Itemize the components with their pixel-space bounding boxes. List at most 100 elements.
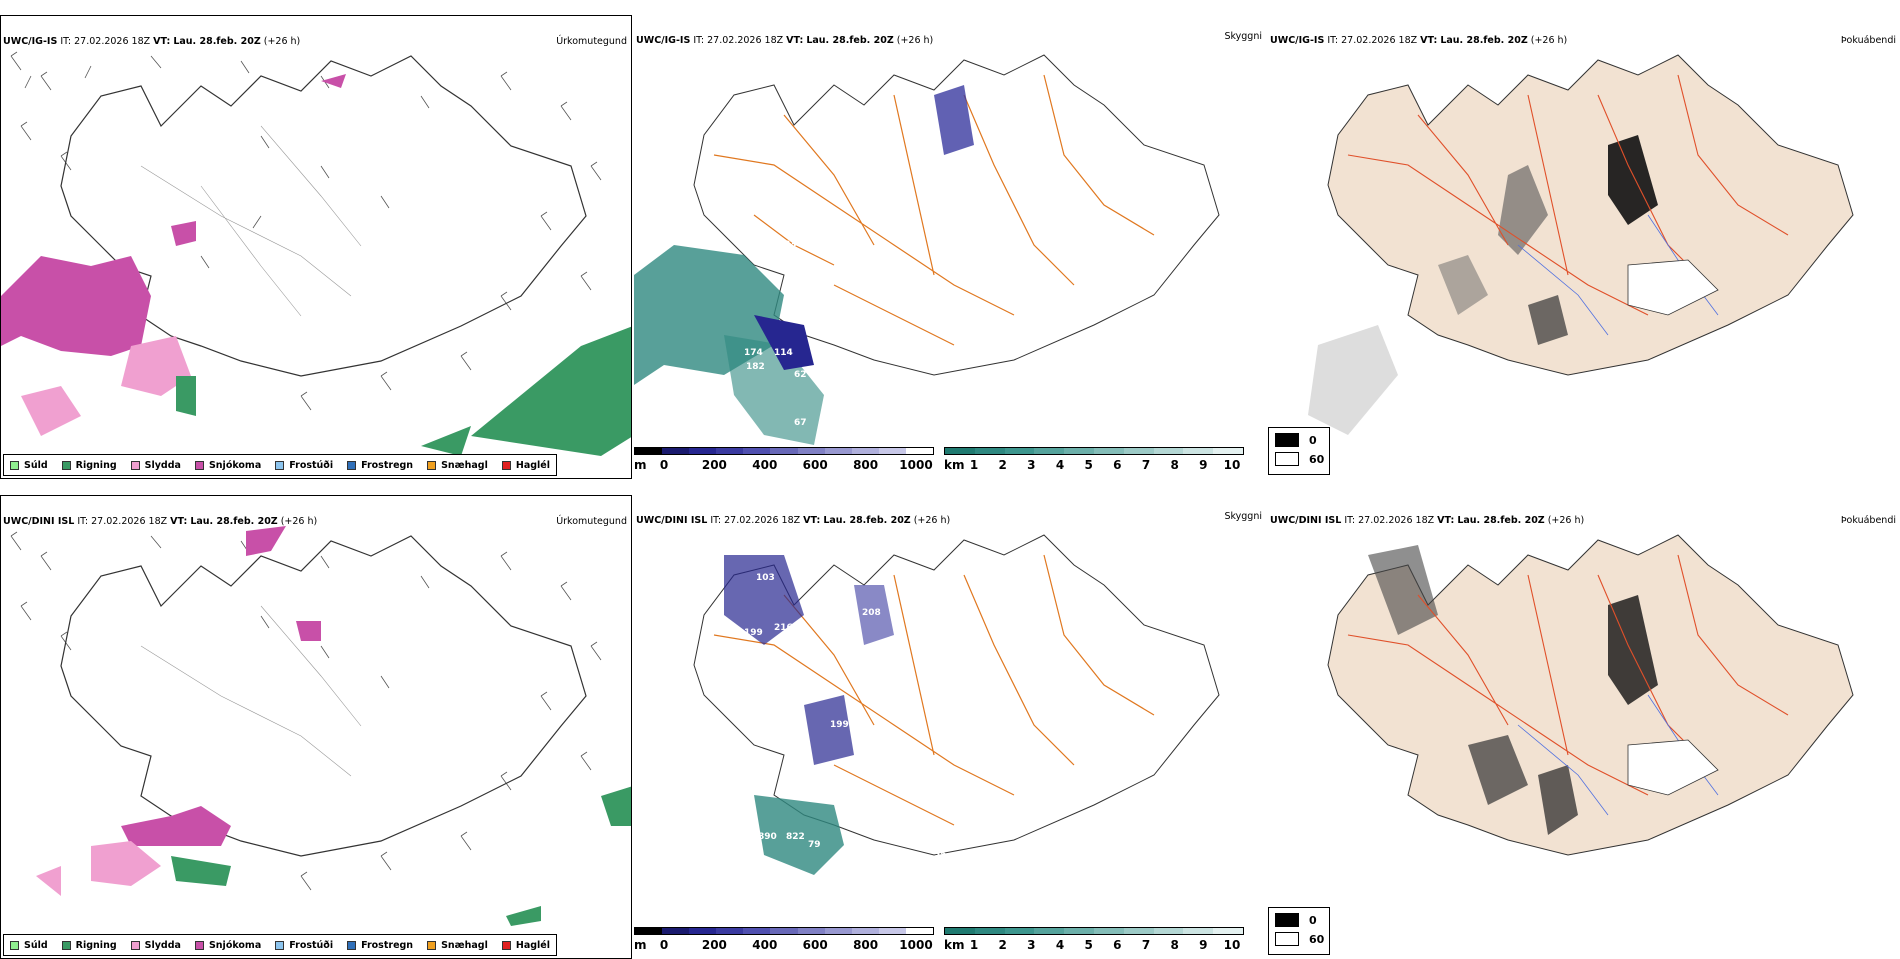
model-name: UWC/DINI ISL [3, 516, 75, 527]
roads [1347, 74, 1789, 316]
legend-swatch [347, 460, 357, 470]
colorbar-unit: m [634, 938, 647, 952]
colorbar-strip [944, 927, 1244, 935]
legend-swatch [61, 460, 71, 470]
colorbar-strip [634, 447, 934, 455]
panel-visibility-top: 52 83 174 182 114 62 62 67 Skyggni m 0 200… [634, 15, 1266, 479]
legend-label: Haglél [515, 939, 550, 951]
precip-legend: Súld Rigning Slydda Snjókoma Frostúði Frostre… [3, 454, 557, 476]
precip-legend-item: Snjókoma [194, 459, 262, 471]
legend-swatch [130, 940, 140, 950]
legend-swatch [1275, 932, 1299, 946]
legend-label: Frostúði [289, 459, 334, 471]
ceiling-label: 199 [830, 720, 849, 730]
legend-label: Slydda [144, 939, 181, 951]
ceiling-label: 216 [774, 623, 793, 633]
colorbar-labels: km 1 2 3 4 5 6 7 8 9 10 [944, 938, 1244, 952]
it-value: 27.02.2026 18Z [74, 36, 151, 47]
precip-legend-item: Haglél [501, 939, 550, 951]
precip-legend-item: Súld [10, 940, 48, 951]
iceland-land [1327, 54, 1854, 376]
colorbar-tick-label: 10 [1223, 938, 1241, 952]
ceiling-label: 208 [862, 608, 881, 618]
legend-label: Frostregn [361, 459, 414, 471]
legend-label: 60 [1309, 452, 1325, 466]
precip-legend-item: Frostúði [275, 460, 333, 471]
legend-label: 0 [1309, 913, 1317, 927]
panel-visibility-bottom: 103 199 216 208 199 87 890 822 79 128 32… [634, 495, 1266, 959]
precip-legend-item: Súld [10, 460, 48, 471]
fog-legend-item: 60 [1275, 932, 1329, 946]
precip-legend-item: Snjókoma [194, 939, 262, 951]
legend-swatch [10, 460, 19, 470]
precip-legend-item: Rigning [61, 939, 117, 951]
legend-swatch [1275, 913, 1299, 927]
colorbar-tick-label: 3 [1027, 458, 1036, 472]
colorbar-labels: m 0 200 400 600 800 1000 [634, 458, 934, 472]
colorbar-tick-label: 0 [659, 458, 669, 472]
iceland-coast [693, 54, 1220, 376]
legend-label: Haglél [515, 459, 550, 471]
product-title: Skyggni [1224, 511, 1262, 522]
ceiling-labels-top: 52 83 174 182 114 62 62 67 [694, 158, 869, 428]
legend-label: Snjókoma [208, 459, 262, 471]
colorbar-labels: m 0 200 400 600 800 1000 [634, 938, 934, 952]
ceiling-label: 128 [824, 872, 843, 882]
row-header-bottom: UWC/DINI ISL IT: 27.02.2026 18Z VT: Lau.… [3, 516, 317, 527]
panel-fog-top: Þokuábendi 0 60 [1268, 15, 1900, 479]
panel-precip-type-bottom: UWC/DINI ISL IT: 27.02.2026 18Z VT: Lau.… [0, 495, 632, 959]
precip-legend-item: Haglél [501, 459, 550, 471]
sleet-area [91, 841, 161, 886]
row-header-top-vis: UWC/IG-IS IT: 27.02.2026 18Z VT: Lau. 28… [636, 35, 934, 46]
product-title: Úrkomutegund [556, 36, 627, 47]
snow-area [121, 806, 231, 846]
legend-label: Rigning [75, 939, 117, 951]
legend-label: 60 [1309, 932, 1325, 946]
colorbar-tick-label: 400 [752, 938, 778, 952]
precip-type-map-bottom [10, 526, 631, 926]
snow-area [1, 256, 151, 356]
fog-legend: 0 60 [1268, 907, 1330, 955]
row-header-bottom-vis: UWC/DINI ISL IT: 27.02.2026 18Z VT: Lau.… [636, 515, 951, 526]
precip-legend-item: Slydda [130, 460, 181, 471]
lead-time: (+26 h) [280, 516, 318, 527]
rain-area [471, 326, 631, 456]
colorbar-tick-label: 4 [1055, 458, 1065, 472]
ceiling-label: 103 [756, 573, 775, 583]
colorbar-tick-label: 6 [1113, 938, 1122, 952]
legend-label: Snjókoma [208, 939, 262, 951]
product-title: Þokuábendi [1840, 515, 1896, 526]
colorbar-tick-label: 200 [701, 458, 727, 472]
colorbar-tick-label: 8 [1170, 938, 1179, 952]
colorbar-tick-label: 2 [998, 938, 1007, 952]
product-title: Þokuábendi [1840, 35, 1896, 46]
colorbar-tick-label: 5 [1084, 458, 1093, 472]
roads [713, 74, 1155, 346]
legend-label: Rigning [75, 459, 117, 471]
row-header-top-fog: UWC/IG-IS IT: 27.02.2026 18Z VT: Lau. 28… [1270, 35, 1568, 46]
precip-legend-item: Frostregn [347, 460, 413, 471]
legend-swatch [61, 940, 71, 950]
colorbar-tick-label: 8 [1170, 458, 1179, 472]
colorbar-tick-label: 9 [1199, 938, 1208, 952]
colorbar-tick-label: 1 [969, 938, 979, 952]
row-header-top: UWC/IG-IS IT: 27.02.2026 18Z VT: Lau. 28… [3, 36, 300, 47]
precip-legend-item: Frostúði [275, 940, 333, 951]
precip-legend: Súld Rigning Slydda Snjókoma Frostúði Frostre… [3, 934, 557, 956]
legend-label: Súld [24, 939, 48, 951]
colorbar-tick-label: 600 [802, 938, 828, 952]
visibility-colorbar: km 1 2 3 4 5 6 7 8 9 10 [944, 447, 1244, 475]
legend-swatch [427, 940, 437, 950]
colorbar-tick-label: 1000 [899, 458, 933, 472]
panel-precip-type-top: UWC/IG-IS IT: 27.02.2026 18Z VT: Lau. 28… [0, 15, 632, 479]
colorbar-tick-label: 5 [1084, 938, 1093, 952]
ceiling-label: 182 [746, 362, 765, 372]
precip-legend-item: Rigning [61, 459, 117, 471]
legend-swatch [501, 940, 511, 950]
precip-legend-item: Slydda [130, 939, 181, 951]
legend-swatch [194, 940, 204, 950]
vt-value: Lau. 28.feb. 20Z [190, 516, 278, 527]
ceiling-colorbar: m 0 200 400 600 800 1000 [634, 927, 934, 955]
fog-map-top [1308, 54, 1854, 435]
iceland-coast [60, 535, 587, 857]
